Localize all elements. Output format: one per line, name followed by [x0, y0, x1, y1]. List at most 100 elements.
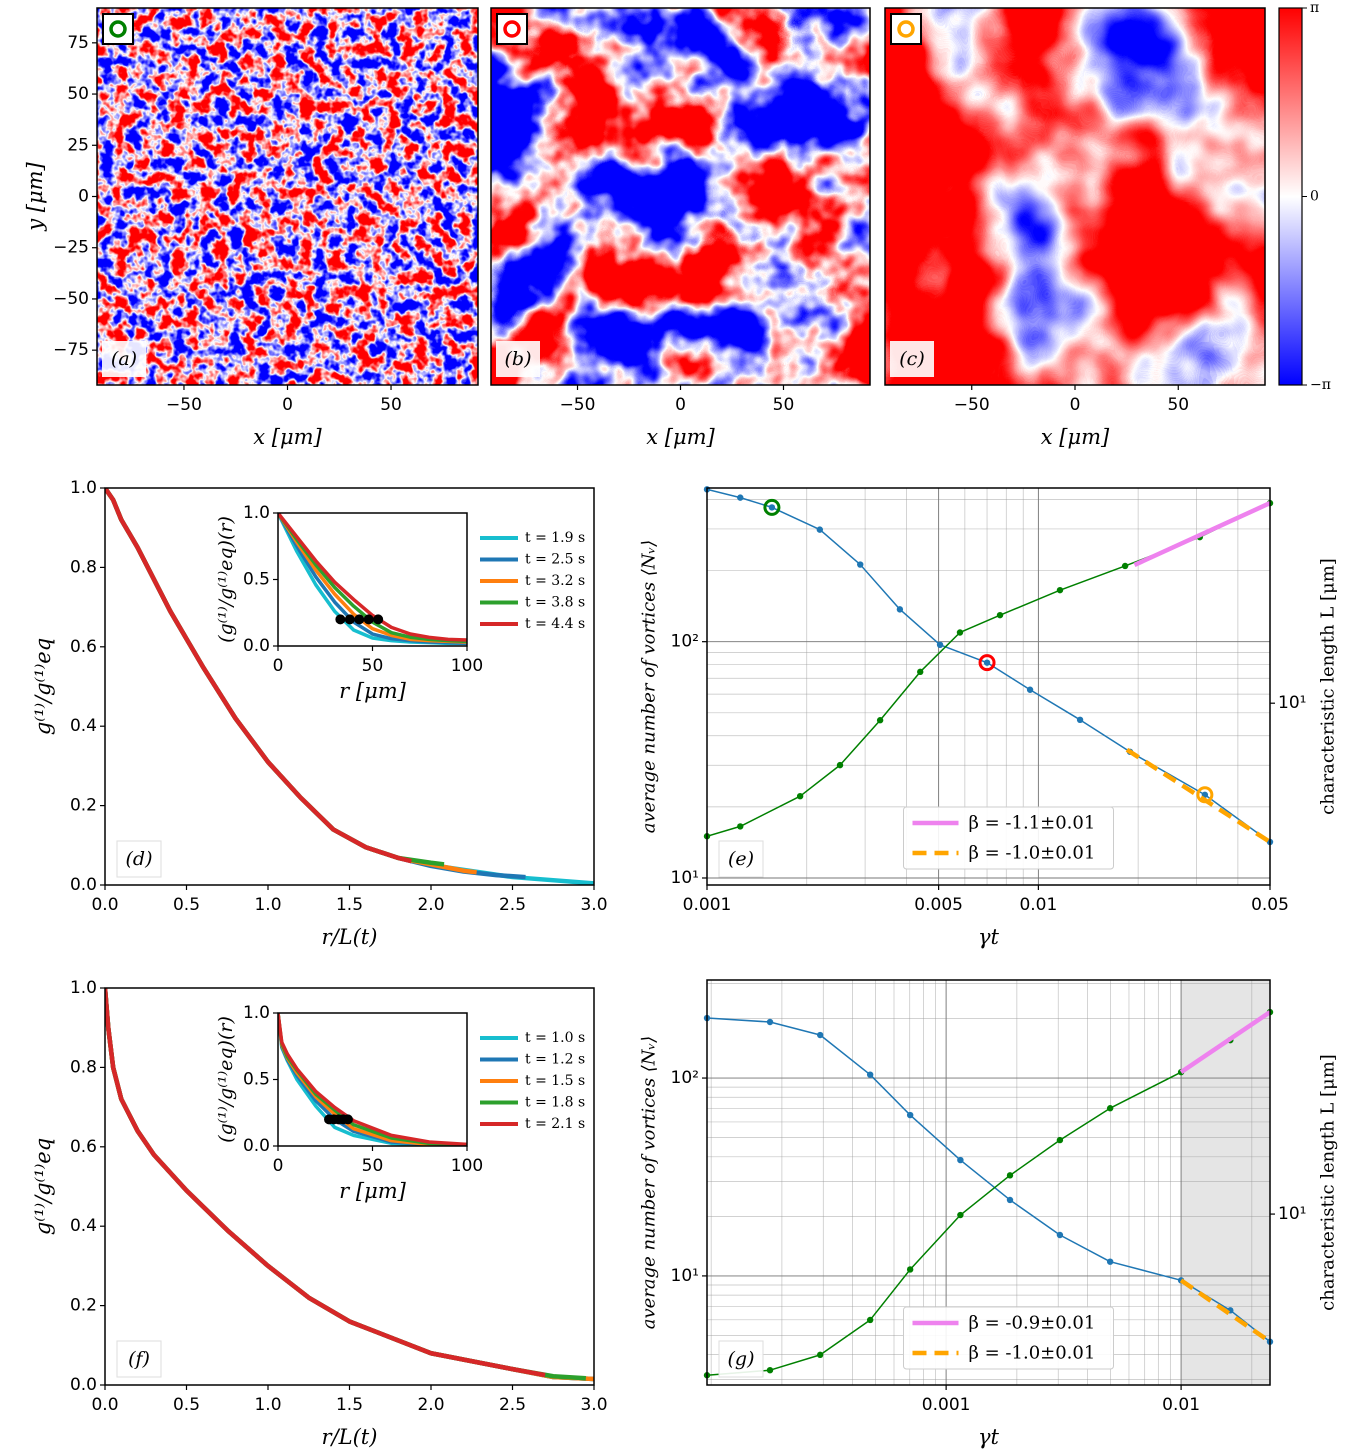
x-axis-label: r [μm]: [339, 1179, 406, 1203]
y-axis-label: g⁽¹⁾/g⁽¹⁾eq: [31, 1138, 55, 1235]
x-tick-label: 0.0: [91, 895, 118, 915]
x-tick-label: 0: [1070, 395, 1081, 415]
data-point: [1026, 686, 1034, 693]
panel-label-box: [102, 341, 146, 377]
y-tick-label: 0.5: [243, 1070, 270, 1090]
y-tick-label: 0.0: [70, 1375, 97, 1395]
marker-box: [496, 13, 528, 45]
y-tick-label: 0.4: [70, 716, 97, 736]
panel-label-box: [718, 1340, 764, 1378]
data-point: [1056, 1231, 1064, 1239]
legend-label: β = -1.0±0.01: [969, 1343, 1096, 1364]
data-point: [906, 1266, 914, 1273]
y-tick-label: 1.0: [243, 503, 270, 523]
x-tick-label: 1.5: [336, 1395, 363, 1415]
y-tick-label: 0.8: [70, 1057, 97, 1077]
y-tick-label: 25: [67, 135, 89, 155]
y-tick-label: 0.6: [70, 1137, 97, 1157]
time-marker: [897, 20, 915, 38]
x-tick-label: 2.0: [417, 1395, 444, 1415]
y2-tick-label: 10¹: [1278, 1204, 1306, 1224]
x-tick-label: 50: [773, 395, 795, 415]
data-point: [1076, 716, 1084, 724]
data-point: [737, 494, 744, 501]
inset-point: [344, 614, 355, 625]
inset-background: [278, 513, 467, 646]
data-point: [816, 526, 824, 533]
data-point: [1106, 1258, 1114, 1265]
data-point: [816, 1351, 824, 1359]
y2-axis-label: characteristic length L [μm]: [1318, 558, 1339, 815]
inset-point: [335, 614, 346, 625]
data-point: [917, 668, 924, 676]
panel-label: (d): [126, 848, 153, 870]
y-tick-label: −50: [53, 289, 89, 309]
panel-label-box: [116, 840, 162, 878]
y-axis-label: g⁽¹⁾/g⁽¹⁾eq: [31, 638, 55, 735]
axes-frame: [706, 487, 1271, 886]
data-point: [796, 792, 804, 800]
y-tick-label: 10¹: [671, 1266, 699, 1286]
x-tick-label: 0.5: [173, 1395, 200, 1415]
y-axis-label: (g⁽¹⁾/g⁽¹⁾eq)(r): [215, 1016, 237, 1143]
x-tick-label: 0: [273, 1156, 284, 1176]
data-point: [896, 606, 904, 613]
panel-label-box: [718, 840, 764, 878]
data-point: [983, 659, 991, 666]
y-tick-label: 0.0: [243, 1136, 270, 1156]
y-tick-label: 0.0: [243, 636, 270, 656]
x-tick-label: 1.0: [254, 895, 281, 915]
legend-label: t = 2.5 s: [525, 552, 585, 568]
data-point: [1106, 1105, 1114, 1112]
y-tick-label: 0.2: [70, 796, 97, 816]
data-point: [766, 1366, 774, 1374]
y-tick-label: −25: [53, 238, 89, 258]
data-point: [1006, 1172, 1014, 1179]
x-tick-label: 0: [273, 656, 284, 676]
y2-tick-label: 10¹: [1278, 693, 1306, 713]
x-axis-label: γt: [978, 1425, 1000, 1449]
legend-label: t = 1.2 s: [525, 1052, 585, 1068]
y-tick-label: 0.4: [70, 1216, 97, 1236]
y-tick-label: −75: [53, 340, 89, 360]
highlight-marker: [978, 654, 996, 672]
data-point: [1006, 1196, 1014, 1204]
inset-point: [342, 1114, 353, 1125]
phase-map: [491, 8, 870, 385]
data-point: [957, 1211, 964, 1219]
x-tick-label: 100: [451, 1156, 483, 1176]
x-axis-label: x [μm]: [1041, 425, 1110, 449]
data-point: [768, 504, 776, 511]
x-tick-label: −50: [954, 395, 990, 415]
y-tick-label: 0.8: [70, 557, 97, 577]
data-point: [737, 823, 744, 830]
data-point: [996, 611, 1004, 619]
marker-box: [890, 13, 922, 45]
y-tick-label: 0.6: [70, 637, 97, 657]
panel-label-box: [116, 1340, 162, 1378]
data-point: [957, 1156, 964, 1164]
x-tick-label: 0.001: [922, 1395, 971, 1415]
y-tick-label: 0.5: [243, 570, 270, 590]
x-tick-label: 0.01: [1162, 1395, 1200, 1415]
legend-label: t = 3.2 s: [525, 573, 585, 589]
highlight-marker: [1196, 786, 1214, 804]
data-point: [857, 561, 864, 568]
inset-point: [363, 614, 374, 625]
x-tick-label: 0: [675, 395, 686, 415]
data-point: [816, 1031, 824, 1039]
x-tick-label: 50: [362, 1156, 384, 1176]
panel-label: (b): [505, 348, 532, 370]
legend-label: t = 1.9 s: [525, 530, 585, 546]
data-point: [766, 1018, 774, 1026]
x-tick-label: 50: [380, 395, 402, 415]
x-tick-label: 100: [451, 656, 483, 676]
y-axis-label: y [μm]: [23, 161, 47, 231]
highlight-marker: [763, 498, 781, 516]
data-point: [836, 761, 844, 769]
inset-point: [373, 614, 384, 625]
colorbar: [1278, 7, 1303, 386]
x-tick-label: −50: [560, 395, 596, 415]
series-line: [1133, 501, 1270, 568]
